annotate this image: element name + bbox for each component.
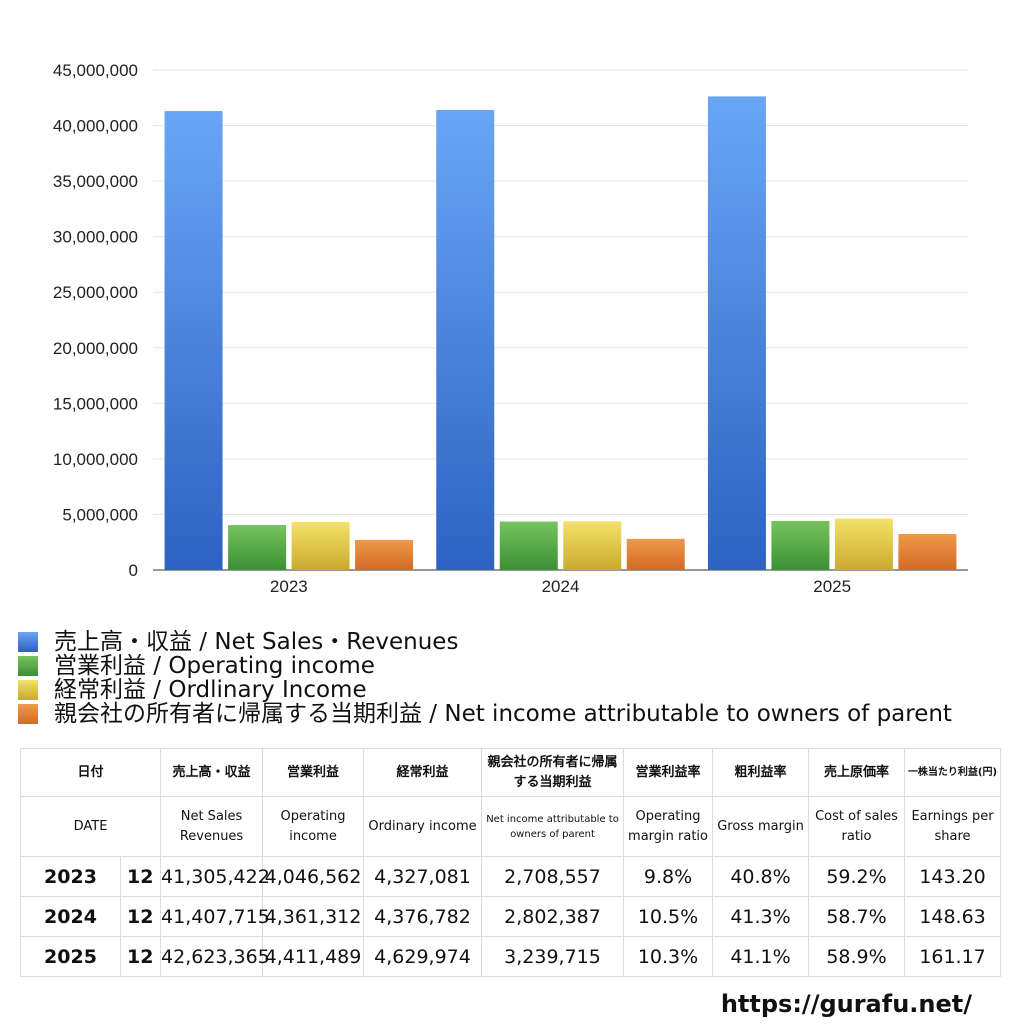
legend-label: 営業利益 / Operating income — [54, 653, 375, 679]
bars — [164, 96, 957, 571]
cell-month: 12 — [119, 856, 162, 897]
x-tick-label: 2024 — [542, 577, 580, 596]
cell-gm: 41.3% — [712, 896, 810, 937]
cell-eps: 143.20 — [904, 856, 1002, 897]
cell-sales: 42,623,365 — [160, 936, 270, 977]
bar-2025-series-3 — [898, 534, 957, 570]
cell-sales: 41,407,715 — [160, 896, 270, 937]
bar-2024-series-2 — [563, 521, 622, 570]
x-axis-ticks: 2023 2024 2025 — [270, 577, 851, 596]
header-ord-jp: 経常利益 — [363, 748, 483, 797]
cell-eps: 148.63 — [904, 896, 1002, 937]
cell-month: 12 — [119, 896, 162, 937]
legend-item-net-income: 親会社の所有者に帰属する当期利益 / Net income attributab… — [18, 702, 1018, 726]
cell-year: 2024 — [20, 896, 121, 937]
legend-label: 経常利益 / Ordlinary Income — [54, 677, 367, 703]
cell-cos: 58.7% — [808, 896, 906, 937]
header-gm-jp: 粗利益率 — [712, 748, 810, 797]
cell-year: 2023 — [20, 856, 121, 897]
header-cos-en: Cost of sales ratio — [808, 796, 906, 857]
cell-eps: 161.17 — [904, 936, 1002, 977]
header-opm-en: Operating margin ratio — [623, 796, 714, 857]
x-tick-label: 2023 — [270, 577, 308, 596]
y-tick-label: 5,000,000 — [62, 505, 138, 524]
legend: 売上高・収益 / Net Sales・Revenues 営業利益 / Opera… — [18, 630, 1018, 726]
site-url[interactable]: https://gurafu.net/ — [720, 990, 972, 1018]
bar-2023-series-3 — [355, 539, 414, 570]
bar-2024-series-3 — [626, 538, 685, 570]
cell-opm: 9.8% — [623, 856, 714, 897]
bar-2023-series-2 — [291, 521, 350, 570]
legend-item-ordinary-income: 経常利益 / Ordlinary Income — [18, 678, 1018, 702]
cell-cos: 58.9% — [808, 936, 906, 977]
cell-op: 4,411,489 — [262, 936, 365, 977]
cell-year: 2025 — [20, 936, 121, 977]
y-tick-label: 15,000,000 — [53, 394, 138, 413]
header-date-jp: 日付 — [19, 748, 162, 797]
bar-2023-series-1 — [228, 525, 287, 570]
header-ord-en: Ordinary income — [363, 796, 483, 857]
legend-label: 売上高・収益 / Net Sales・Revenues — [54, 629, 459, 655]
table-row: 2023 12 41,305,422 4,046,562 4,327,081 2… — [20, 856, 1002, 897]
cell-net: 3,239,715 — [481, 936, 625, 977]
header-eps-en: Earnings per share — [904, 796, 1002, 857]
legend-swatch-net-income — [18, 704, 38, 724]
header-opm-jp: 営業利益率 — [623, 748, 714, 797]
financial-table: 日付 売上高・収益 営業利益 経常利益 親会社の所有者に帰属する当期利益 営業利… — [19, 748, 1002, 977]
y-tick-label: 45,000,000 — [53, 61, 138, 80]
bar-2023-series-0 — [164, 111, 223, 570]
header-gm-en: Gross margin — [712, 796, 810, 857]
grid-lines — [153, 69, 968, 571]
legend-swatch-ordinary-income — [18, 680, 38, 700]
y-tick-label: 30,000,000 — [53, 228, 138, 247]
header-date-en: DATE — [19, 796, 162, 857]
header-op-jp: 営業利益 — [262, 748, 365, 797]
header-cos-jp: 売上原価率 — [808, 748, 906, 797]
cell-gm: 41.1% — [712, 936, 810, 977]
legend-item-net-sales: 売上高・収益 / Net Sales・Revenues — [18, 630, 1018, 654]
bar-2024-series-1 — [499, 521, 558, 570]
y-tick-label: 20,000,000 — [53, 339, 138, 358]
legend-label: 親会社の所有者に帰属する当期利益 / Net income attributab… — [54, 701, 952, 727]
header-eps-jp: 一株当たり利益(円) — [904, 748, 1002, 797]
cell-opm: 10.5% — [623, 896, 714, 937]
cell-op: 4,361,312 — [262, 896, 365, 937]
cell-net: 2,708,557 — [481, 856, 625, 897]
cell-gm: 40.8% — [712, 856, 810, 897]
cell-sales: 41,305,422 — [160, 856, 270, 897]
cell-month: 12 — [119, 936, 162, 977]
y-axis-ticks: 0 5,000,000 10,000,000 15,000,000 20,000,000… — [53, 61, 138, 580]
header-sales-jp: 売上高・収益 — [160, 748, 264, 797]
y-tick-label: 0 — [129, 561, 138, 580]
cell-ord: 4,376,782 — [363, 896, 483, 937]
y-tick-label: 35,000,000 — [53, 172, 138, 191]
cell-cos: 59.2% — [808, 856, 906, 897]
y-tick-label: 25,000,000 — [53, 283, 138, 302]
table-row: 2025 12 42,623,365 4,411,489 4,629,974 3… — [20, 936, 1002, 977]
header-net-jp: 親会社の所有者に帰属する当期利益 — [481, 748, 625, 797]
legend-swatch-operating-income — [18, 656, 38, 676]
cell-ord: 4,327,081 — [363, 856, 483, 897]
x-tick-label: 2025 — [813, 577, 851, 596]
header-net-en: Net income attributable to owners of par… — [481, 796, 625, 857]
y-tick-label: 10,000,000 — [53, 450, 138, 469]
bar-2025-series-2 — [834, 518, 893, 570]
header-row-en: DATE Net Sales Revenues Operating income… — [19, 796, 1002, 857]
legend-swatch-net-sales — [18, 632, 38, 652]
header-row-jp: 日付 売上高・収益 営業利益 経常利益 親会社の所有者に帰属する当期利益 営業利… — [19, 748, 1002, 797]
y-tick-label: 40,000,000 — [53, 117, 138, 136]
bar-2025-series-1 — [771, 520, 830, 570]
bar-2024-series-0 — [436, 109, 495, 570]
header-sales-en: Net Sales Revenues — [160, 796, 264, 857]
legend-item-operating-income: 営業利益 / Operating income — [18, 654, 1018, 678]
table-row: 2024 12 41,407,715 4,361,312 4,376,782 2… — [20, 896, 1002, 937]
cell-op: 4,046,562 — [262, 856, 365, 897]
cell-net: 2,802,387 — [481, 896, 625, 937]
cell-ord: 4,629,974 — [363, 936, 483, 977]
header-op-en: Operating income — [262, 796, 365, 857]
cell-opm: 10.3% — [623, 936, 714, 977]
bar-chart: 0 5,000,000 10,000,000 15,000,000 20,000,000… — [53, 61, 968, 596]
bar-2025-series-0 — [707, 96, 766, 571]
